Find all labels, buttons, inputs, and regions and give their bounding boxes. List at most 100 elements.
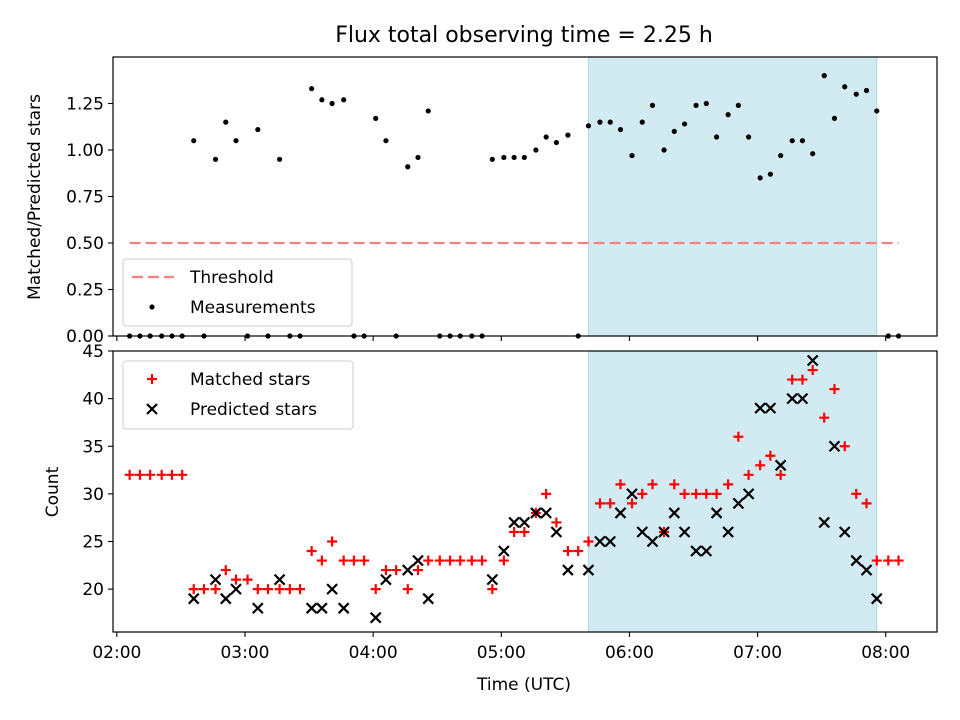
predicted-star-point bbox=[818, 516, 831, 529]
predicted-star-point bbox=[530, 507, 542, 519]
matched-star-point bbox=[402, 584, 413, 595]
matched-star-point bbox=[145, 469, 156, 480]
legend-predicted-label: Predicted stars bbox=[190, 400, 317, 420]
matched-star-point bbox=[871, 555, 882, 566]
matched-star-point bbox=[220, 565, 231, 576]
matched-star-point bbox=[787, 374, 798, 385]
measurement-point bbox=[255, 126, 261, 133]
legend-predicted-swatch bbox=[146, 403, 158, 415]
y-tick-label-bottom: 35 bbox=[82, 437, 104, 457]
measurement-point bbox=[233, 138, 239, 144]
matched-star-point bbox=[306, 546, 317, 557]
measurement-point bbox=[617, 126, 624, 133]
legend-bottom: Matched stars Predicted stars bbox=[122, 360, 354, 430]
y-tick-label-top: 0.75 bbox=[66, 188, 104, 208]
measurement-point bbox=[735, 102, 741, 108]
x-tick-label: 06:00 bbox=[605, 643, 654, 663]
predicted-star-point bbox=[252, 602, 264, 614]
predicted-star-point bbox=[774, 459, 787, 472]
predicted-star-point bbox=[562, 564, 574, 576]
measurement-point bbox=[863, 87, 870, 94]
matched-star-point bbox=[711, 488, 722, 499]
matched-star-point bbox=[723, 479, 734, 490]
predicted-star-point bbox=[594, 535, 606, 548]
measurement-point bbox=[212, 156, 219, 162]
matched-star-point bbox=[242, 574, 253, 585]
predicted-star-point bbox=[305, 602, 318, 614]
y-tick-label-bottom: 20 bbox=[82, 580, 104, 600]
measurement-point bbox=[681, 121, 688, 127]
measurement-point bbox=[585, 123, 592, 129]
measurement-point bbox=[810, 151, 816, 157]
predicted-star-point bbox=[518, 516, 531, 529]
matched-star-point bbox=[627, 498, 638, 509]
matched-star-point bbox=[883, 555, 894, 566]
predicted-star-point bbox=[401, 564, 414, 576]
matched-star-point bbox=[134, 469, 145, 480]
measurement-point bbox=[329, 100, 335, 107]
predicted-star-point bbox=[486, 573, 499, 586]
count-plot: 20 25 30 35 40 45 02:00 03:00 04:00 05:00 06:00 07:… bbox=[82, 342, 938, 663]
y-tick-label-bottom: 25 bbox=[82, 533, 104, 553]
measurement-point bbox=[725, 112, 731, 118]
matched-star-point bbox=[231, 574, 242, 585]
predicted-star-point bbox=[646, 535, 659, 548]
measurement-point bbox=[405, 164, 411, 170]
predicted-star-point bbox=[614, 507, 627, 519]
predicted-star-point bbox=[828, 440, 841, 453]
measurement-point bbox=[821, 73, 827, 79]
predicted-star-point bbox=[337, 602, 350, 614]
x-axis-label: Time (UTC) bbox=[476, 675, 571, 695]
matched-star-point bbox=[295, 584, 306, 595]
matched-star-point bbox=[391, 565, 402, 576]
ratio-plot: 0.00 0.25 0.50 0.75 1.00 1.25 Threshold Measure… bbox=[66, 56, 938, 347]
predicted-star-point bbox=[626, 488, 638, 500]
matched-star-point bbox=[166, 469, 177, 480]
matched-star-point bbox=[252, 584, 263, 595]
matched-star-point bbox=[188, 584, 199, 595]
x-tick-label: 04:00 bbox=[349, 643, 398, 663]
matched-star-point bbox=[316, 555, 327, 566]
predicted-star-point bbox=[796, 392, 809, 405]
matched-star-point bbox=[743, 469, 754, 480]
matched-star-point bbox=[679, 488, 690, 499]
measurement-point bbox=[543, 134, 549, 140]
measurement-point bbox=[693, 102, 699, 108]
matched-star-point bbox=[263, 584, 274, 595]
predicted-star-point bbox=[658, 526, 670, 538]
predicted-star-point bbox=[422, 592, 435, 605]
matched-star-point bbox=[807, 365, 818, 376]
legend-box bbox=[122, 360, 354, 430]
predicted-star-point bbox=[742, 488, 755, 500]
y-tick-label-bottom: 40 bbox=[82, 390, 104, 410]
predicted-star-point bbox=[806, 354, 819, 367]
measurement-point bbox=[767, 171, 774, 177]
matched-star-point bbox=[380, 565, 391, 576]
matched-star-point bbox=[477, 555, 488, 566]
measurement-point bbox=[597, 119, 603, 125]
measurement-point bbox=[746, 134, 752, 140]
matched-star-point bbox=[509, 526, 520, 537]
matched-star-point bbox=[765, 450, 776, 461]
predicted-star-point bbox=[369, 611, 382, 624]
predicted-star-point bbox=[754, 402, 766, 414]
measurement-point bbox=[874, 108, 880, 114]
legend-matched-label: Matched stars bbox=[190, 370, 310, 390]
predicted-star-point bbox=[690, 545, 702, 557]
measurement-point bbox=[607, 119, 613, 125]
measurement-point bbox=[276, 156, 283, 162]
predicted-star-point bbox=[850, 554, 863, 567]
predicted-star-point bbox=[550, 526, 563, 538]
measurement-point bbox=[853, 91, 859, 97]
predicted-star-point bbox=[870, 592, 883, 605]
measurement-point bbox=[191, 138, 197, 144]
predicted-star-point bbox=[732, 497, 745, 510]
matched-star-point bbox=[156, 469, 167, 480]
matched-star-point bbox=[701, 488, 712, 499]
predicted-star-point bbox=[209, 573, 222, 586]
predicted-star-point bbox=[604, 535, 616, 548]
measurement-point bbox=[639, 119, 645, 125]
matched-star-point bbox=[541, 488, 552, 499]
measurement-point bbox=[799, 138, 806, 144]
